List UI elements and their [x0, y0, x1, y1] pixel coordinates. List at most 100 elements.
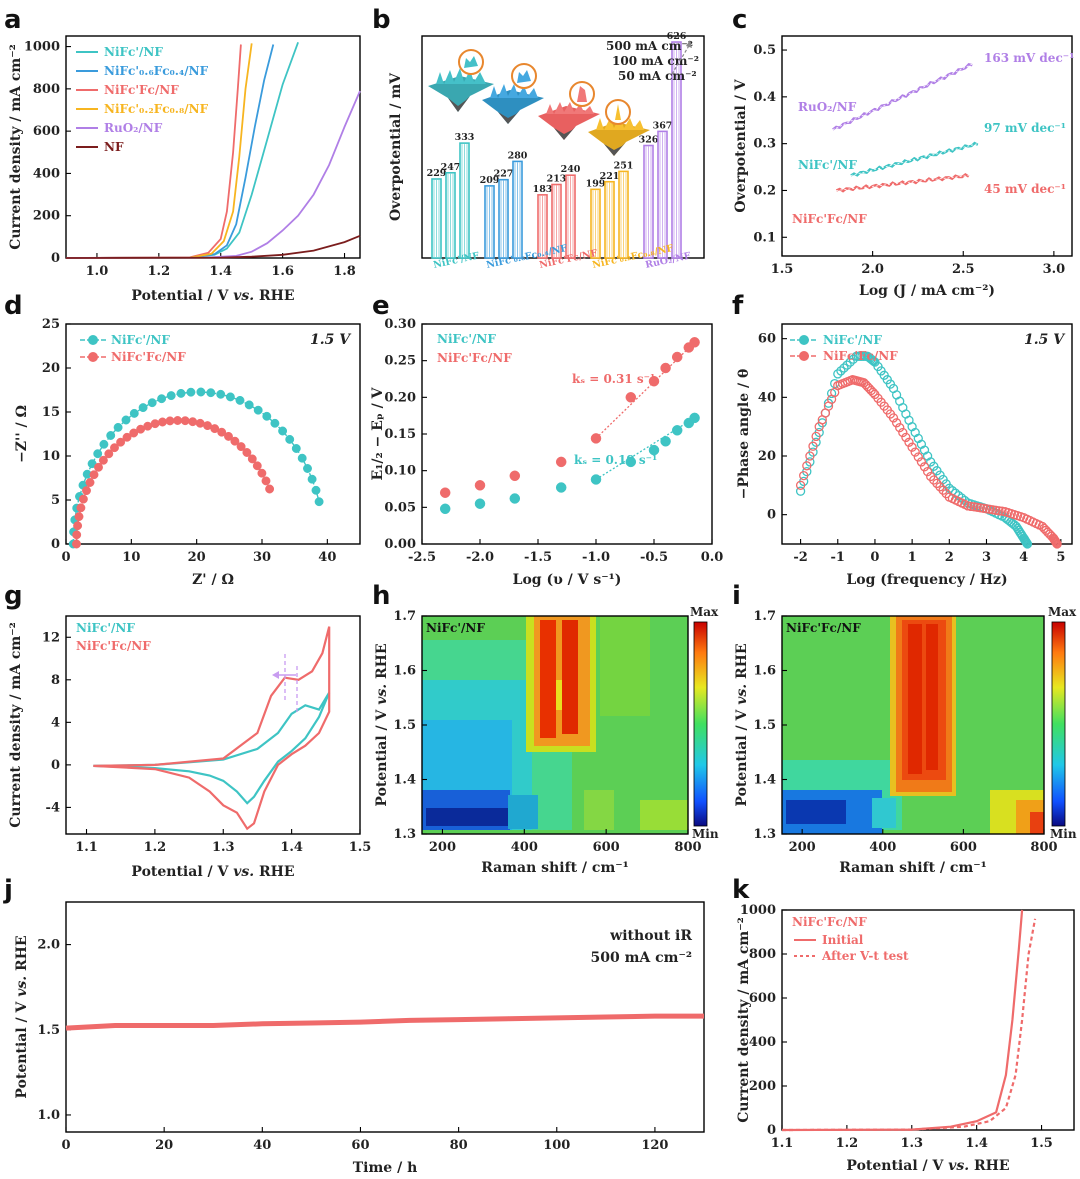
x-tick-label: -1.5	[524, 550, 552, 565]
heatmap-regions	[422, 616, 688, 830]
x-tick-label: 1.2	[148, 264, 171, 279]
data-point	[129, 408, 139, 418]
panel-d-ylabel: −Z'' / Ω	[14, 405, 30, 463]
panel-c-ylabel: Overpotential / V	[733, 78, 749, 212]
x-tick-label: 600	[950, 840, 977, 855]
x-tick-label: 120	[641, 1138, 668, 1153]
data-point	[147, 398, 157, 408]
x-tick-label: 1.1	[75, 840, 98, 855]
data-point	[997, 506, 1007, 516]
series-label-nifcfc: NiFc'Fc/NF	[437, 351, 512, 365]
x-tick-label: -2	[793, 550, 807, 565]
x-tick-label: 1.1	[771, 1136, 794, 1151]
data-point	[225, 392, 235, 402]
data-point	[648, 375, 660, 387]
catalyst-illustration-nifc	[428, 49, 494, 112]
data-point	[252, 461, 262, 471]
condition-without-ir: without iR	[609, 928, 692, 944]
x-tick-label: 200	[789, 840, 816, 855]
x-tick-label: 30	[253, 550, 271, 565]
panel-f-bode-chart: -2 -1 0 1 2 3 4 5 0 20 40 60 NiFc'/NF NiFc'Fc/NF 1.…	[736, 323, 1073, 588]
panel-c-frame	[781, 35, 1073, 257]
colorbar	[1051, 621, 1066, 827]
data-point	[795, 480, 806, 490]
data-point	[165, 416, 175, 426]
y-tick-label: 0.00	[384, 537, 416, 552]
x-tick-label: 20	[188, 550, 206, 565]
series-label-nifc: NiFc'/NF	[76, 621, 135, 635]
x-tick-label: 1.2	[144, 840, 167, 855]
x-tick-label: 1.5	[1030, 1136, 1053, 1151]
y-tick-label: 200	[33, 209, 60, 224]
x-tick-label: 0.0	[701, 550, 724, 565]
panel-k-frame	[781, 909, 1075, 1131]
x-tick-label: 60	[351, 1138, 369, 1153]
y-tick-label: 1.4	[753, 773, 776, 788]
data-point	[913, 452, 923, 462]
data-point	[82, 486, 91, 496]
slope-label-nifcfc: 45 mV dec⁻¹	[984, 182, 1066, 196]
panel-e-kinetics-chart: -2.5 -2.0 -1.5 -1.0 -0.5 0.0 0.00 0.05 0.10 0.15 0…	[370, 317, 723, 588]
rate-constant-teal: kₛ = 0.19 s⁻¹	[574, 453, 657, 467]
bar-value-label: 229	[427, 168, 447, 179]
x-tick-label: 2	[945, 550, 954, 565]
data-point	[988, 505, 998, 515]
series-line	[93, 626, 331, 831]
legend-entry: NiFc'₀.₂Fc₀.₈/NF	[104, 102, 209, 116]
data-point	[217, 427, 227, 437]
bar-value-label: 247	[441, 162, 461, 173]
bar-value-label: 333	[455, 132, 475, 143]
data-point	[910, 447, 920, 457]
x-tick-label: 400	[511, 840, 538, 855]
data-point	[891, 418, 902, 428]
y-tick-label: 200	[749, 1079, 776, 1094]
data-point	[176, 388, 186, 398]
data-point	[166, 391, 176, 401]
colorbar-min: Min	[692, 827, 719, 841]
panel-label-c: c	[732, 5, 747, 35]
data-point	[799, 470, 809, 481]
data-point	[474, 498, 486, 509]
data-point	[904, 437, 914, 447]
x-tick-label: 0	[61, 1138, 70, 1153]
legend-current-500: 500 mA cm⁻²	[606, 39, 693, 53]
x-tick-label: 80	[450, 1138, 468, 1153]
data-point	[78, 494, 88, 504]
data-point	[808, 441, 818, 451]
y-tick-label: 1.7	[753, 609, 776, 624]
panel-k-xlabel: Potential / V vs. RHE	[846, 1158, 1009, 1174]
data-point	[984, 504, 995, 514]
heatmap-title: NiFc'Fc/NF	[786, 621, 861, 635]
series-line	[93, 692, 331, 805]
legend-entry: After V-t test	[821, 949, 909, 963]
data-point	[660, 362, 671, 374]
condition-label: 1.5 V	[1024, 332, 1066, 348]
panel-label-f: f	[732, 291, 744, 321]
data-point	[867, 355, 878, 365]
x-tick-label: 1.5	[771, 262, 794, 277]
y-tick-label: 20	[758, 449, 776, 464]
x-tick-label: 1.3	[212, 840, 235, 855]
y-tick-label: 0.5	[753, 43, 776, 58]
y-tick-label: 40	[758, 390, 776, 405]
panel-label-b: b	[372, 5, 391, 35]
series-label-ruo2: RuO₂/NF	[798, 100, 857, 114]
bar-value-label: 199	[586, 178, 606, 189]
legend-entry: NiFc'/NF	[111, 333, 170, 347]
data-point	[121, 415, 131, 425]
y-tick-label: 1.0	[37, 1108, 60, 1123]
y-tick-label: 1.5	[37, 1023, 60, 1038]
panel-e-xlabel: Log (υ / V s⁻¹)	[513, 572, 622, 588]
y-tick-label: 0.2	[753, 183, 776, 198]
x-tick-label: 600	[593, 840, 620, 855]
condition-current: 500 mA cm⁻²	[590, 950, 692, 966]
data-point	[265, 484, 275, 494]
y-tick-label: 4	[51, 715, 60, 730]
bar-value-label: 326	[639, 135, 659, 146]
data-point	[261, 476, 271, 486]
y-tick-label: 0.1	[753, 230, 776, 245]
data-point	[994, 506, 1004, 516]
bar-value-label: 280	[508, 150, 528, 161]
